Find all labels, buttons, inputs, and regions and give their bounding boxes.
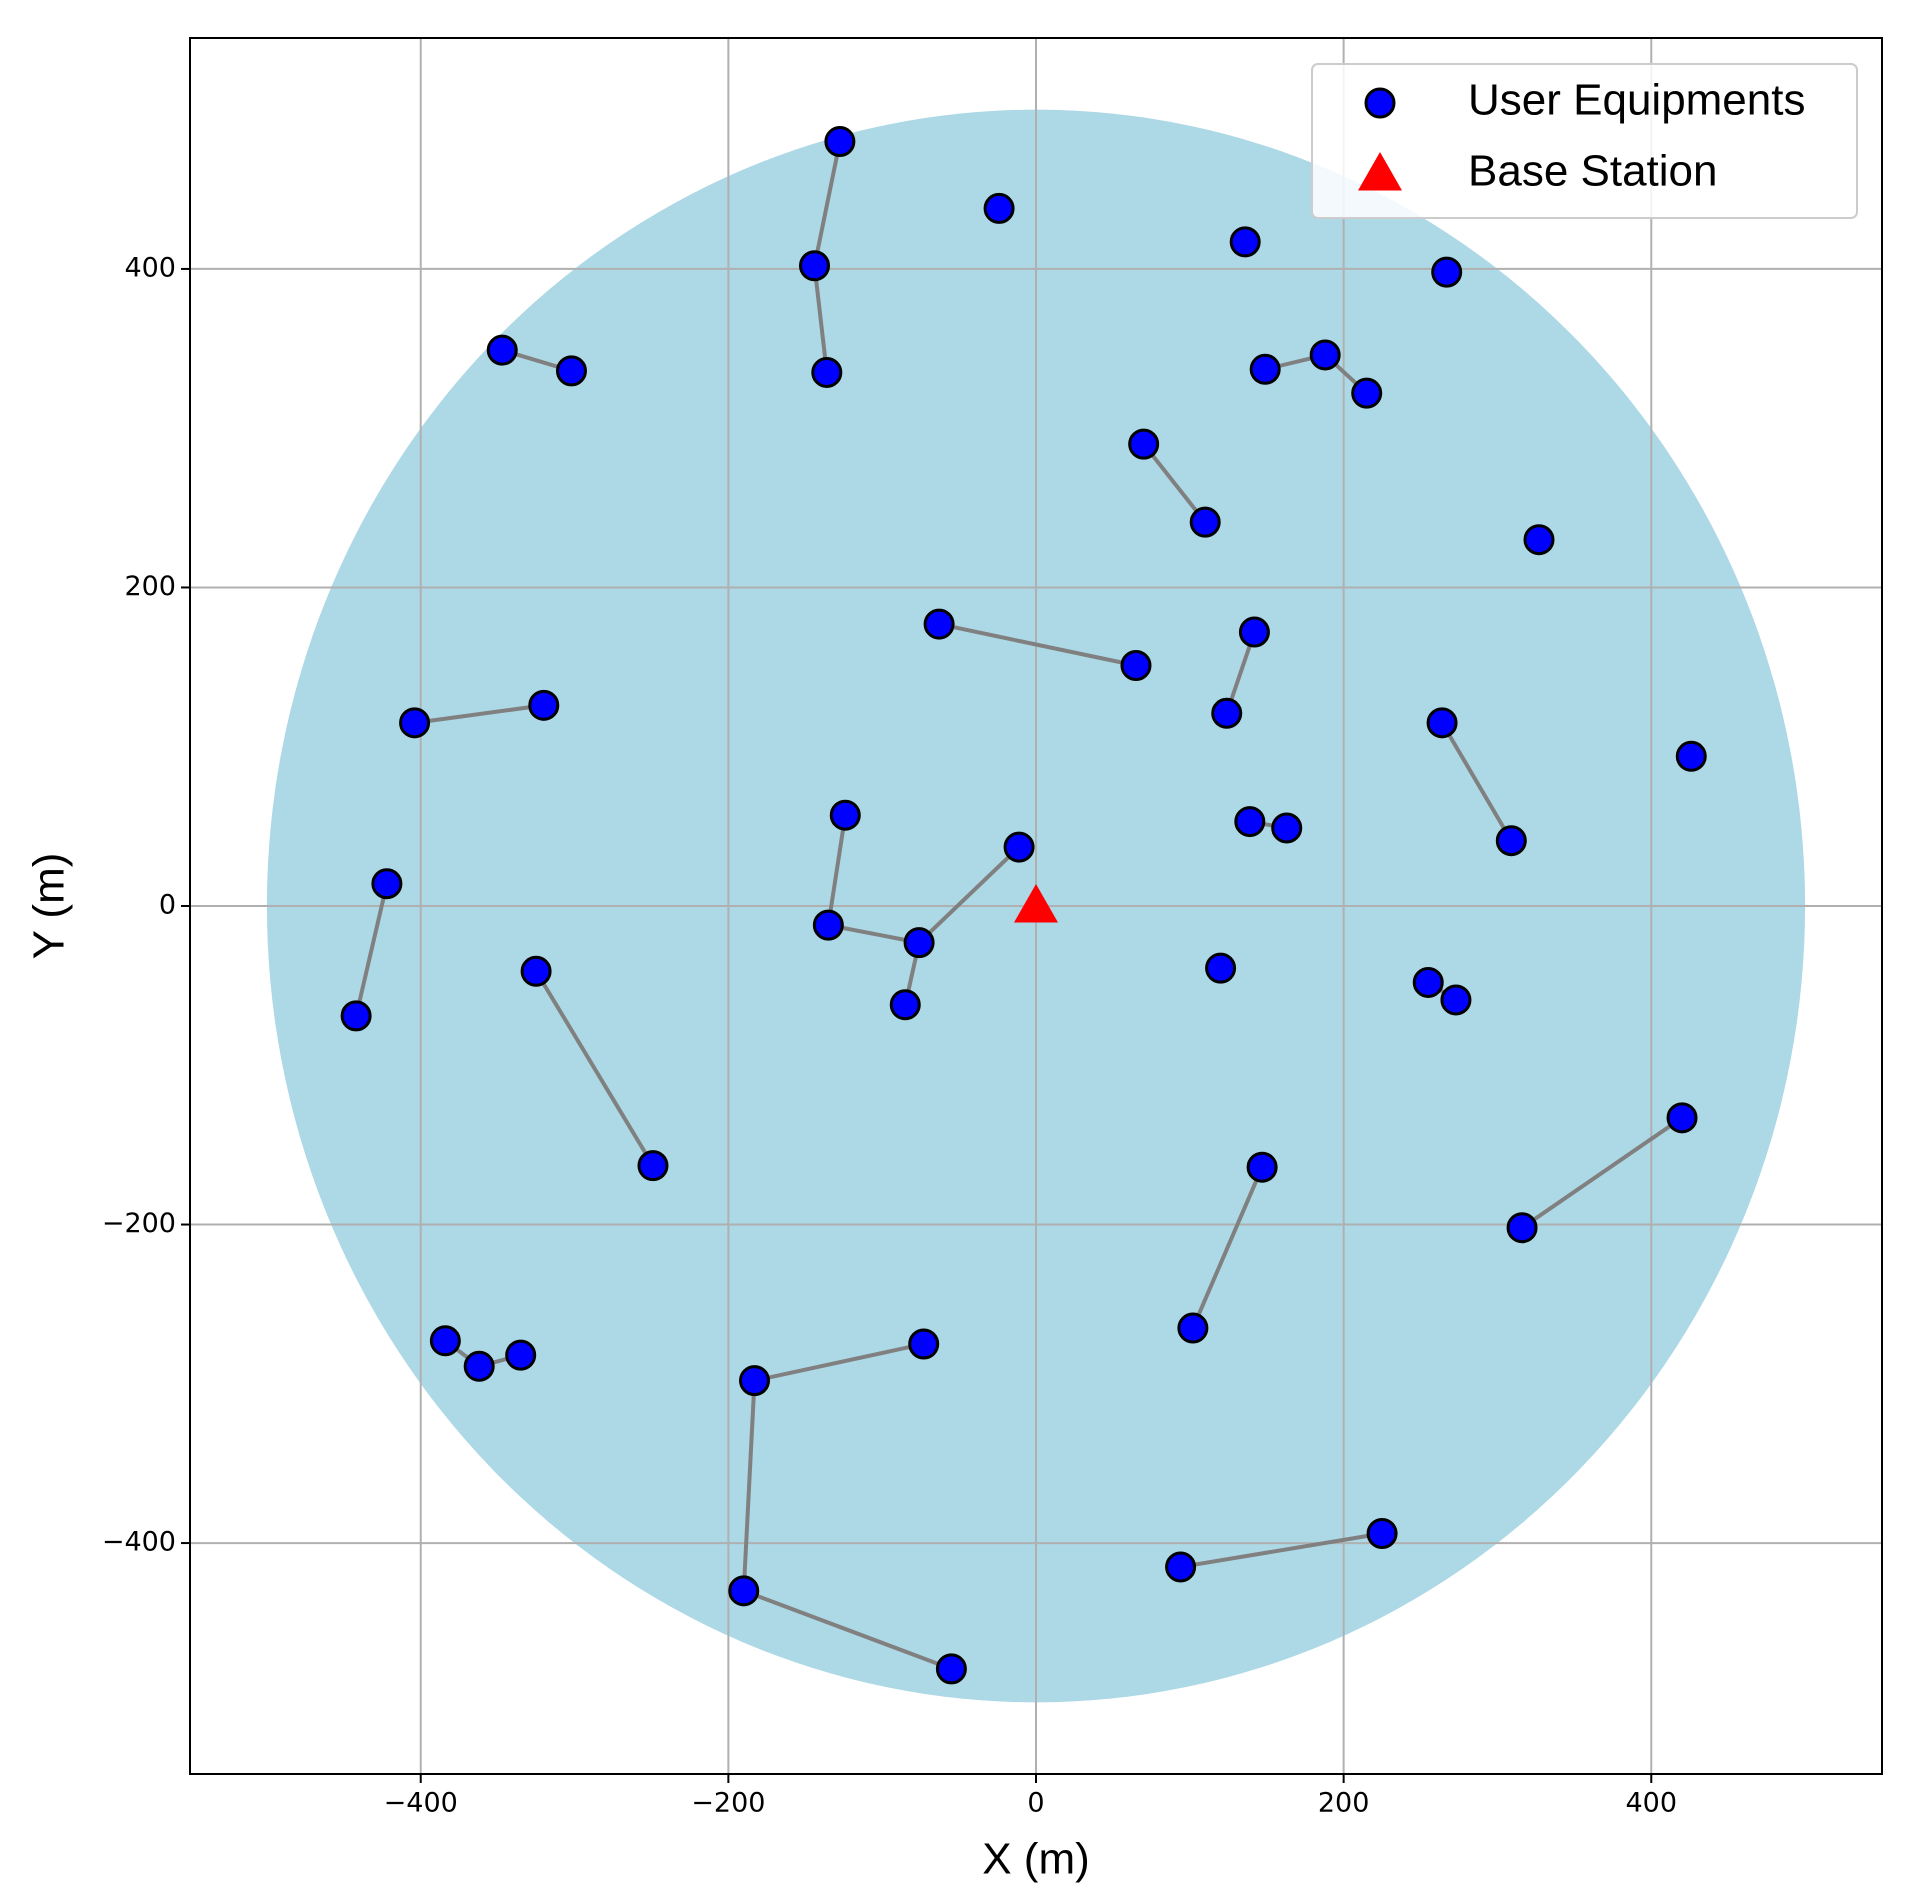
point: [903, 927, 935, 959]
link: [826, 814, 848, 926]
point: [528, 689, 560, 721]
point: [429, 1325, 461, 1357]
point: [1211, 697, 1243, 729]
legend-box: [1311, 63, 1858, 219]
point: [1523, 524, 1555, 556]
point: [1426, 707, 1458, 739]
point: [520, 955, 552, 987]
point: [1666, 1102, 1698, 1134]
link: [534, 970, 655, 1167]
point: [463, 1350, 495, 1382]
point: [371, 868, 403, 900]
point: [340, 1000, 372, 1032]
point: [1351, 377, 1383, 409]
link: [1191, 1166, 1264, 1329]
point: [1177, 1312, 1209, 1344]
point: [812, 909, 844, 941]
y-tick-label: 200: [124, 571, 176, 602]
y-tick-label: 0: [159, 890, 176, 921]
link: [917, 845, 1021, 945]
point: [1440, 984, 1472, 1016]
y-tick-label: 400: [124, 252, 176, 283]
link: [1142, 442, 1207, 524]
link: [754, 1342, 925, 1383]
point: [637, 1150, 669, 1182]
link: [1180, 1531, 1383, 1569]
point: [935, 1653, 967, 1685]
point: [829, 799, 861, 831]
point: [1003, 831, 1035, 863]
point: [1412, 966, 1444, 998]
y-axis-label: Y (m): [25, 853, 74, 960]
point: [1431, 256, 1463, 288]
link: [1520, 1116, 1684, 1230]
point: [1205, 952, 1237, 984]
link: [812, 141, 842, 267]
axes-frame: [189, 37, 1883, 1775]
point: [1271, 812, 1303, 844]
link: [743, 1588, 953, 1671]
point: [1165, 1551, 1197, 1583]
point: [923, 608, 955, 640]
y-tick-label: −200: [102, 1208, 176, 1239]
y-tick-label: −400: [102, 1527, 176, 1558]
x-tick-label: 200: [1318, 1788, 1370, 1819]
point: [1229, 226, 1261, 258]
point: [983, 192, 1015, 224]
legend-marker: [1358, 152, 1402, 191]
point: [1366, 1518, 1398, 1550]
x-tick-label: 0: [1027, 1788, 1044, 1819]
point: [486, 334, 518, 366]
point: [799, 250, 831, 282]
point: [1675, 740, 1707, 772]
point: [824, 126, 856, 158]
point: [399, 707, 431, 739]
legend-label: Base Station: [1468, 147, 1718, 196]
point: [739, 1365, 771, 1397]
point: [1495, 825, 1527, 857]
point: [908, 1328, 940, 1360]
point: [1246, 1151, 1278, 1183]
point: [728, 1575, 760, 1607]
point: [1128, 428, 1160, 460]
link: [812, 265, 829, 373]
point: [505, 1339, 537, 1371]
point: [1506, 1212, 1538, 1244]
point: [1309, 339, 1341, 371]
legend-label: User Equipments: [1468, 76, 1805, 125]
legend-marker: [1364, 87, 1396, 119]
point: [555, 355, 587, 387]
point: [1238, 616, 1270, 648]
x-axis-label: X (m): [982, 1835, 1090, 1884]
x-tick-label: −200: [691, 1788, 765, 1819]
x-tick-label: −400: [384, 1788, 458, 1819]
triangle-marker: [1014, 884, 1058, 923]
link: [414, 703, 545, 725]
point: [889, 989, 921, 1021]
point: [1249, 353, 1281, 385]
link: [938, 622, 1137, 668]
point: [1189, 506, 1221, 538]
link: [741, 1380, 757, 1591]
point: [1120, 650, 1152, 682]
point: [1234, 806, 1266, 838]
point: [811, 356, 843, 388]
link: [1440, 721, 1514, 842]
link: [354, 883, 389, 1017]
x-tick-label: 400: [1625, 1788, 1677, 1819]
